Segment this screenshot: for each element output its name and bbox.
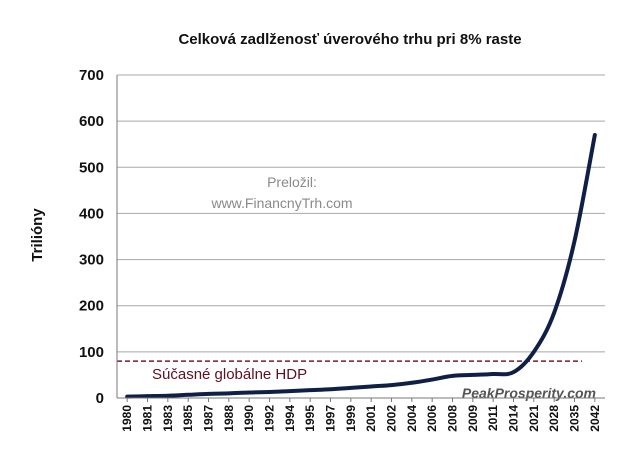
x-axis-ticks: 1980 1981 1983 1985 1987 1988 1990 1992 1994 1995… [120,398,602,432]
x-tick-label-1987: 1987 [202,405,216,432]
data-point-1987 [207,392,210,396]
data-point-1992 [268,390,271,394]
x-tick-label-2001: 2001 [364,405,378,432]
source-label: PeakProsperity.com [462,385,596,401]
x-tick-label-1983: 1983 [161,405,175,432]
data-point-2004 [410,381,414,385]
data-point-2028 [552,311,556,315]
data-point-2001 [369,384,373,388]
data-point-1999 [349,386,353,390]
x-tick-label-2028: 2028 [547,405,561,432]
y-tick-label-100: 100 [79,344,104,361]
x-tick-label-2014: 2014 [507,405,521,432]
x-tick-label-2035: 2035 [568,405,582,432]
data-point-1980 [125,395,129,399]
data-point-2002 [390,383,393,387]
x-tick-label-2004: 2004 [405,405,419,432]
data-point-1990 [247,390,251,394]
credit-line-1: Preložil: [267,174,317,190]
data-point-1985 [186,393,190,397]
y-tick-label-500: 500 [79,159,104,176]
y-tick-label-600: 600 [79,113,104,130]
x-tick-label-2002: 2002 [385,405,399,432]
x-tick-label-1985: 1985 [181,405,195,432]
y-tick-label-700: 700 [79,67,104,84]
x-tick-label-1997: 1997 [324,405,338,432]
x-tick-label-1999: 1999 [344,405,358,432]
x-tick-label-1990: 1990 [242,405,256,432]
data-point-2008 [451,374,454,378]
series-group [125,132,597,399]
gridlines [117,74,605,353]
x-tick-label-1981: 1981 [141,405,155,432]
chart-title: Celková zadlženosť úverového trhu pri 8%… [178,31,521,48]
x-tick-label-1992: 1992 [263,405,277,432]
data-point-1988 [227,391,231,395]
y-tick-label-0: 0 [96,390,104,407]
data-point-1994 [288,389,292,393]
data-point-1983 [166,394,170,398]
data-point-2014 [512,370,515,374]
data-point-2009 [471,373,475,377]
reference-line-label: Súčasné globálne HDP [152,366,307,383]
x-tick-label-1995: 1995 [303,405,317,432]
y-tick-label-200: 200 [79,298,104,315]
x-tick-label-1980: 1980 [120,405,134,432]
data-point-2035 [573,239,576,243]
data-point-1995 [308,388,312,392]
data-point-2006 [430,378,434,382]
x-tick-label-1988: 1988 [222,405,236,432]
data-point-1981 [146,394,149,398]
y-axis-ticks: 0 100 200 300 400 500 600 700 [79,67,104,407]
x-tick-label-2042: 2042 [588,405,602,432]
y-axis-label: Trilióny [29,208,46,262]
data-point-2042 [593,133,597,137]
credit-line-2: www.FinancnyTrh.com [210,195,352,211]
x-tick-label-2006: 2006 [425,405,439,432]
data-point-2021 [532,350,536,354]
x-tick-label-2011: 2011 [486,405,500,431]
data-point-1997 [329,387,332,391]
axes [116,75,605,399]
x-tick-label-1994: 1994 [283,405,297,432]
y-tick-label-400: 400 [79,205,104,222]
series-line-0 [125,132,597,399]
x-tick-label-2021: 2021 [527,405,541,432]
x-tick-label-2009: 2009 [466,405,480,432]
data-point-2011 [491,372,495,376]
y-tick-label-300: 300 [79,252,104,269]
x-tick-label-2008: 2008 [446,405,460,432]
